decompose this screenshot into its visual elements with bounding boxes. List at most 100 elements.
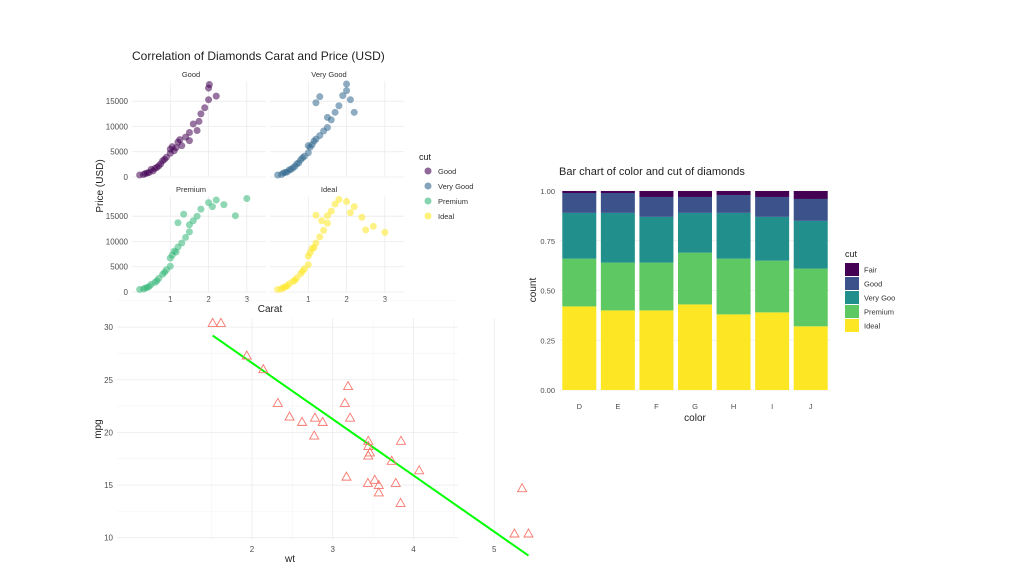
x-tick-label: 2 xyxy=(344,295,349,304)
data-point xyxy=(323,219,331,227)
data-point xyxy=(281,168,289,176)
data-point xyxy=(310,137,318,145)
data-point xyxy=(343,87,351,95)
data-point xyxy=(304,261,312,269)
bar-segment xyxy=(755,260,790,313)
data-point xyxy=(272,397,284,407)
bar-segment xyxy=(755,191,790,197)
data-point xyxy=(327,207,335,215)
data-point xyxy=(299,267,307,275)
facet-panel: Good 0 5000 10000 15000 xyxy=(106,70,266,182)
data-point xyxy=(304,149,312,157)
data-point xyxy=(350,203,358,211)
data-point xyxy=(316,93,324,101)
bar-segment xyxy=(562,258,597,307)
data-point xyxy=(195,117,203,125)
bar-segment xyxy=(600,191,635,193)
bar-legend: cut Fair Good Very Goo Premium Ideal xyxy=(845,249,895,332)
y-tick-label: 5000 xyxy=(110,148,128,157)
data-point xyxy=(220,201,228,209)
y-tick-label: 0 xyxy=(124,173,129,182)
bar-legend-title: cut xyxy=(845,249,858,259)
data-point xyxy=(281,283,289,291)
bar-segment xyxy=(562,192,597,213)
bar-segment xyxy=(678,196,712,213)
data-point xyxy=(318,217,326,225)
x-tick-label: 2 xyxy=(206,295,211,304)
data-point xyxy=(205,96,213,104)
data-point xyxy=(516,482,528,493)
facet-panel: Premium 0 5000 10000 15000 1 2 3 xyxy=(106,185,266,304)
data-point xyxy=(291,162,299,170)
facet-x-axis-label: Carat xyxy=(258,304,283,315)
data-point xyxy=(323,123,331,131)
data-point xyxy=(178,239,186,247)
facet-strip-label: Premium xyxy=(176,185,206,194)
bar-segment xyxy=(716,194,751,213)
data-point xyxy=(316,233,324,241)
data-point xyxy=(312,99,320,107)
data-point xyxy=(390,477,402,487)
bar-segment xyxy=(716,258,751,315)
mtcars-x-axis-label: wt xyxy=(284,554,295,565)
bar-segment xyxy=(793,198,828,221)
x-tick-label: 5 xyxy=(492,545,497,554)
legend-key xyxy=(845,305,859,318)
data-point xyxy=(212,196,220,204)
bar-segment xyxy=(793,326,828,390)
data-point xyxy=(189,120,197,128)
data-point xyxy=(373,487,385,497)
data-point xyxy=(346,96,354,104)
facet-panel: Very Good xyxy=(270,70,404,179)
legend-key xyxy=(845,263,859,276)
data-point xyxy=(363,450,374,460)
legend-label: Premium xyxy=(438,197,468,206)
data-point xyxy=(153,277,161,285)
bar-segment xyxy=(755,216,790,261)
bar-segment xyxy=(600,310,635,390)
data-point xyxy=(346,209,354,217)
y-tick-label: 10000 xyxy=(106,122,129,131)
data-point xyxy=(343,80,351,88)
data-point xyxy=(258,363,269,374)
data-point xyxy=(180,210,188,218)
data-point xyxy=(369,222,377,230)
data-point xyxy=(335,196,343,204)
data-point xyxy=(185,129,193,137)
data-point xyxy=(212,92,220,100)
legend-key xyxy=(424,197,432,205)
legend-key xyxy=(424,167,432,175)
facet-legend: cut Good Very Good Premium Ideal xyxy=(419,152,473,221)
bar-segment xyxy=(793,191,828,199)
data-point xyxy=(373,479,385,489)
data-point xyxy=(509,528,520,538)
data-point xyxy=(358,213,366,221)
data-point xyxy=(161,268,169,276)
mtcars-y-axis-label: mpg xyxy=(93,419,104,438)
data-point xyxy=(291,276,299,284)
legend-label: Fair xyxy=(864,266,877,275)
legend-label: Good xyxy=(438,167,456,176)
legend-label: Very Goo xyxy=(864,294,895,303)
data-point xyxy=(176,136,184,144)
facet-strip-label: Very Good xyxy=(311,70,346,79)
facet-panel: Ideal 1 2 3 xyxy=(270,185,404,304)
x-tick-label: 3 xyxy=(383,295,388,304)
bar-plot-area: 0.00 0.25 0.50 0.75 1.00 D E F G H I J xyxy=(540,187,830,411)
legend-key xyxy=(845,319,859,332)
x-tick-label: 4 xyxy=(411,545,416,554)
x-tick-label: 1 xyxy=(306,295,311,304)
x-tick-label: D xyxy=(577,402,583,411)
data-point xyxy=(523,528,534,538)
legend-label: Very Good xyxy=(438,182,473,191)
bar-segment xyxy=(600,192,635,213)
data-point xyxy=(350,108,358,116)
y-tick-label: 0.75 xyxy=(540,237,555,246)
data-point xyxy=(284,411,295,421)
y-tick-label: 5000 xyxy=(110,263,128,272)
bar-segment xyxy=(755,312,790,390)
legend-key xyxy=(845,277,859,290)
facet-panels: Good 0 5000 10000 15000 Very Good Premium 0 5000… xyxy=(106,70,404,304)
x-tick-label: I xyxy=(771,402,773,411)
